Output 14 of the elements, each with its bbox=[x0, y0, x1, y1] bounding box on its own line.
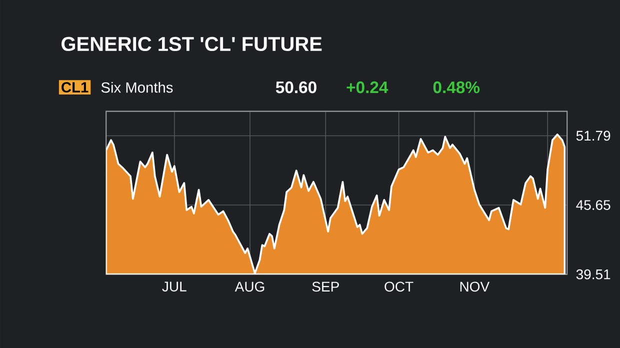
y-tick-label: 51.79 bbox=[576, 130, 610, 141]
text: Six Months bbox=[101, 82, 173, 93]
x-tick-label: NOV bbox=[460, 282, 490, 292]
chart-title: GENERIC 1ST 'CL' FUTURE bbox=[62, 36, 322, 52]
text: +0.24 bbox=[346, 81, 388, 94]
y-tick-label: 45.65 bbox=[576, 200, 610, 210]
x-tick-label: OCT bbox=[384, 282, 414, 292]
text: 50.60 bbox=[276, 81, 316, 94]
x-tick-label: JUL bbox=[162, 282, 186, 292]
text: 0.48% bbox=[433, 81, 480, 94]
y-tick-label: 39.51 bbox=[576, 269, 610, 280]
text: CL1 bbox=[62, 82, 88, 93]
x-tick-label: SEP bbox=[312, 282, 339, 292]
x-tick-label: AUG bbox=[234, 282, 264, 292]
